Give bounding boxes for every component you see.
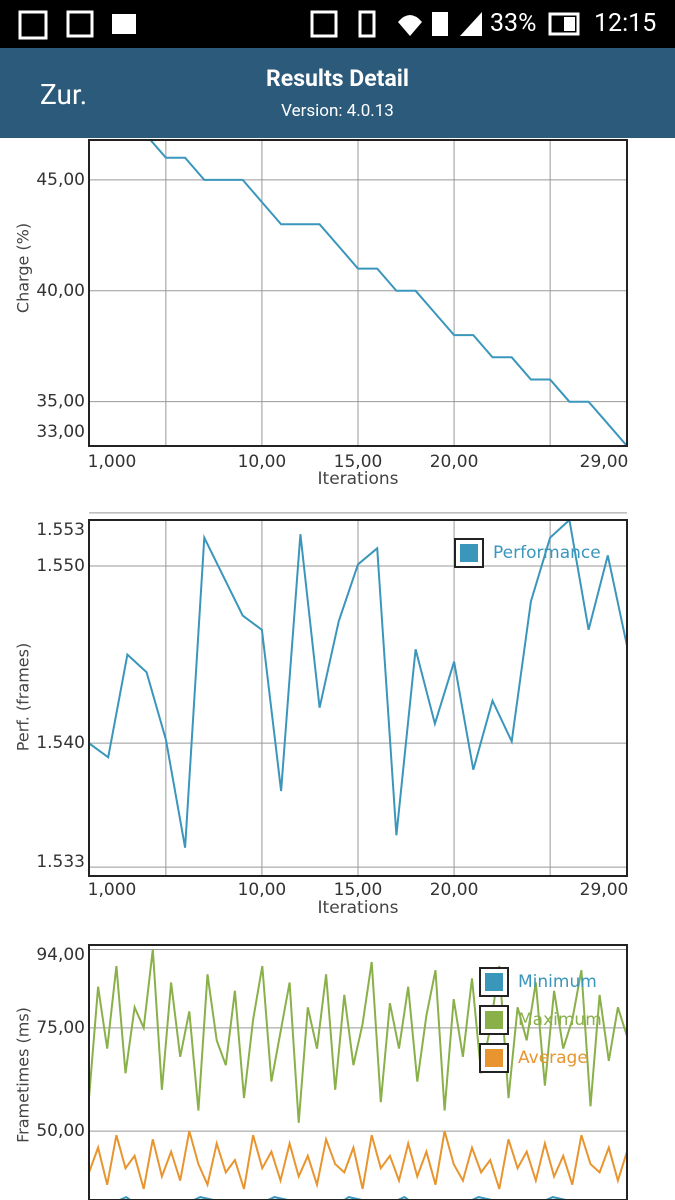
x-tick-label: 20,00	[430, 452, 479, 472]
series-line	[149, 140, 627, 446]
icon	[66, 10, 94, 38]
icon	[548, 12, 580, 36]
y-tick-label: 1.533	[36, 852, 85, 872]
y-tick-label: 40,00	[36, 281, 85, 301]
x-tick-label: 29,00	[580, 452, 629, 472]
y-tick-label: 1.553	[36, 520, 85, 540]
series-line	[89, 1130, 627, 1190]
icon	[432, 12, 448, 36]
legend-swatch	[485, 973, 503, 991]
legend-label: Average	[518, 1048, 588, 1068]
title: Results Detail	[266, 65, 409, 92]
icon	[310, 10, 338, 38]
x-tick-label: 15,00	[334, 452, 383, 472]
icon	[460, 12, 482, 36]
icon	[358, 10, 376, 38]
status-icons	[18, 10, 580, 40]
battery: 33%	[490, 9, 537, 38]
header: Zur. Results Detail Version: 4.0.13	[0, 48, 675, 138]
y-tick-label: 50,00	[36, 1121, 85, 1141]
legend-frame	[479, 1005, 509, 1035]
y-tick-label: 1.550	[36, 556, 85, 576]
x-axis-label: Iterations	[318, 469, 399, 489]
back-button[interactable]: Zur.	[40, 78, 88, 111]
x-tick-label: 29,00	[580, 880, 629, 900]
x-tick-label: 1,000	[88, 452, 137, 472]
plot-frame	[88, 944, 628, 1200]
y-tick-label: 35,00	[36, 392, 85, 412]
plot-frame	[88, 139, 628, 447]
x-tick-label: 20,00	[430, 880, 479, 900]
legend-swatch	[485, 1049, 503, 1067]
legend-label: Performance	[493, 543, 601, 563]
time: 12:15	[594, 9, 657, 38]
legend-label: Minimum	[518, 972, 597, 992]
y-tick-label: 1.540	[36, 733, 85, 753]
y-axis-label: Perf. (frames)	[14, 643, 33, 751]
y-tick-label: 45,00	[36, 170, 85, 190]
series-line	[89, 520, 627, 848]
y-axis-label: Charge (%)	[14, 223, 33, 313]
y-tick-label: 75,00	[36, 1018, 85, 1038]
icon	[564, 17, 575, 31]
subtitle: Version: 4.0.13	[281, 101, 394, 121]
legend-swatch	[460, 544, 478, 562]
x-axis-label: Iterations	[318, 898, 399, 918]
icon	[18, 10, 48, 40]
legend-swatch	[485, 1011, 503, 1029]
y-tick-label: 94,00	[36, 945, 85, 965]
y-axis-label: Frametimes (ms)	[14, 1007, 33, 1143]
status-bar: 33% 12:15	[0, 0, 675, 48]
icon	[112, 14, 136, 34]
x-tick-label: 10,00	[238, 880, 287, 900]
x-tick-label: 10,00	[238, 452, 287, 472]
legend-label: Maximum	[518, 1010, 602, 1030]
series-line	[89, 949, 627, 1123]
y-tick-label: 33,00	[36, 422, 85, 442]
plot-frame	[88, 519, 628, 877]
x-tick-label: 1,000	[88, 880, 137, 900]
icon	[398, 15, 422, 36]
x-tick-label: 15,00	[334, 880, 383, 900]
